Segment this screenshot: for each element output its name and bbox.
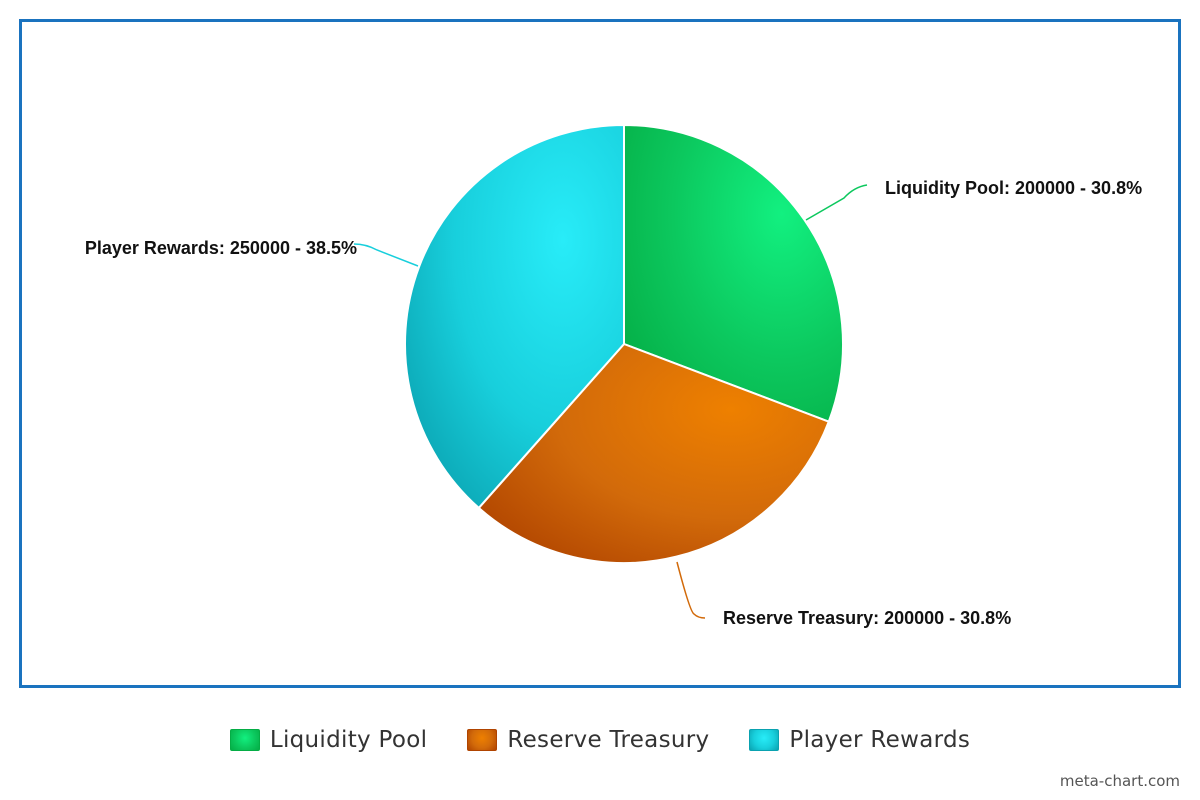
chart-frame: Liquidity Pool: 200000 - 30.8% Reserve Tr… [19, 19, 1181, 688]
legend-label: Player Rewards [789, 727, 971, 753]
legend-swatch-reserve-treasury [467, 729, 498, 751]
slice-labels: Liquidity Pool: 200000 - 30.8% Reserve Tr… [85, 178, 1142, 628]
pie-slice-liquidity-pool[interactable] [623, 123, 844, 423]
legend-item-reserve-treasury[interactable]: Reserve Treasury [467, 727, 709, 753]
legend-item-liquidity-pool[interactable]: Liquidity Pool [229, 727, 428, 753]
label-connector-liquidity-pool [805, 184, 868, 221]
legend-swatch-player-rewards [749, 729, 780, 751]
slice-label-player-rewards: Player Rewards: 250000 - 38.5% [85, 238, 357, 258]
pie-slices [404, 123, 844, 564]
slice-label-reserve-treasury: Reserve Treasury: 200000 - 30.8% [723, 608, 1011, 628]
legend-label: Liquidity Pool [269, 727, 428, 753]
pie-slice-player-rewards[interactable] [404, 123, 625, 510]
legend-item-player-rewards[interactable]: Player Rewards [749, 727, 970, 753]
pie-chart: Liquidity Pool: 200000 - 30.8% Reserve Tr… [85, 123, 1142, 628]
legend-swatch-liquidity-pool [229, 729, 260, 751]
label-connectors [353, 184, 868, 619]
pie-slice-reserve-treasury[interactable] [477, 342, 831, 564]
label-connector-player-rewards [353, 243, 419, 267]
legend-label: Reserve Treasury [507, 727, 710, 753]
legend: Liquidity Pool Reserve Treasury Player R… [0, 722, 1200, 758]
watermark: meta-chart.com [1059, 772, 1180, 790]
slice-label-liquidity-pool: Liquidity Pool: 200000 - 30.8% [885, 178, 1142, 198]
label-connector-reserve-treasury [676, 561, 706, 619]
